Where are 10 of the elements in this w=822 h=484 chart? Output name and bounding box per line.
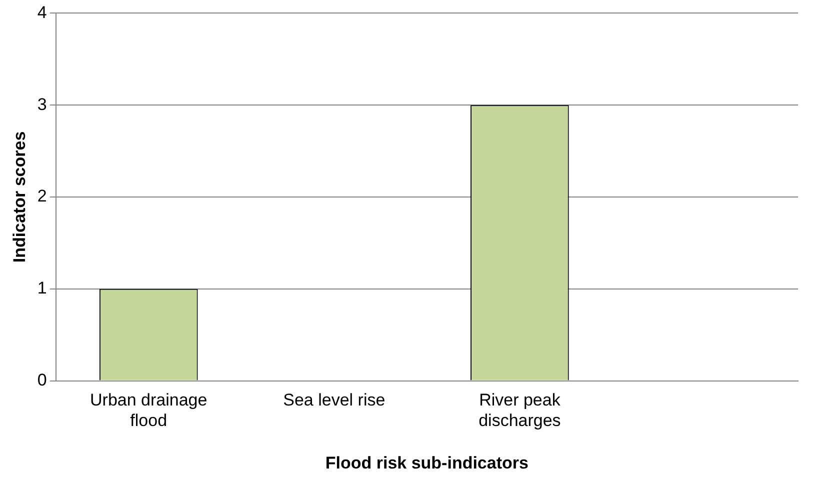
x-axis-title: Flood risk sub-indicators [325,453,528,472]
y-axis-title: Indicator scores [10,131,29,263]
x-tick-label: Urban drainage flood [90,390,208,430]
x-tick-label: River peak discharges [478,390,561,430]
y-tick-label: 4 [37,2,47,22]
x-tick-label: Sea level rise [283,390,386,410]
y-tick-label: 2 [37,186,47,206]
y-tick-label: 0 [37,370,47,390]
y-tick-label: 1 [37,278,47,298]
y-tick-label: 3 [37,94,47,114]
